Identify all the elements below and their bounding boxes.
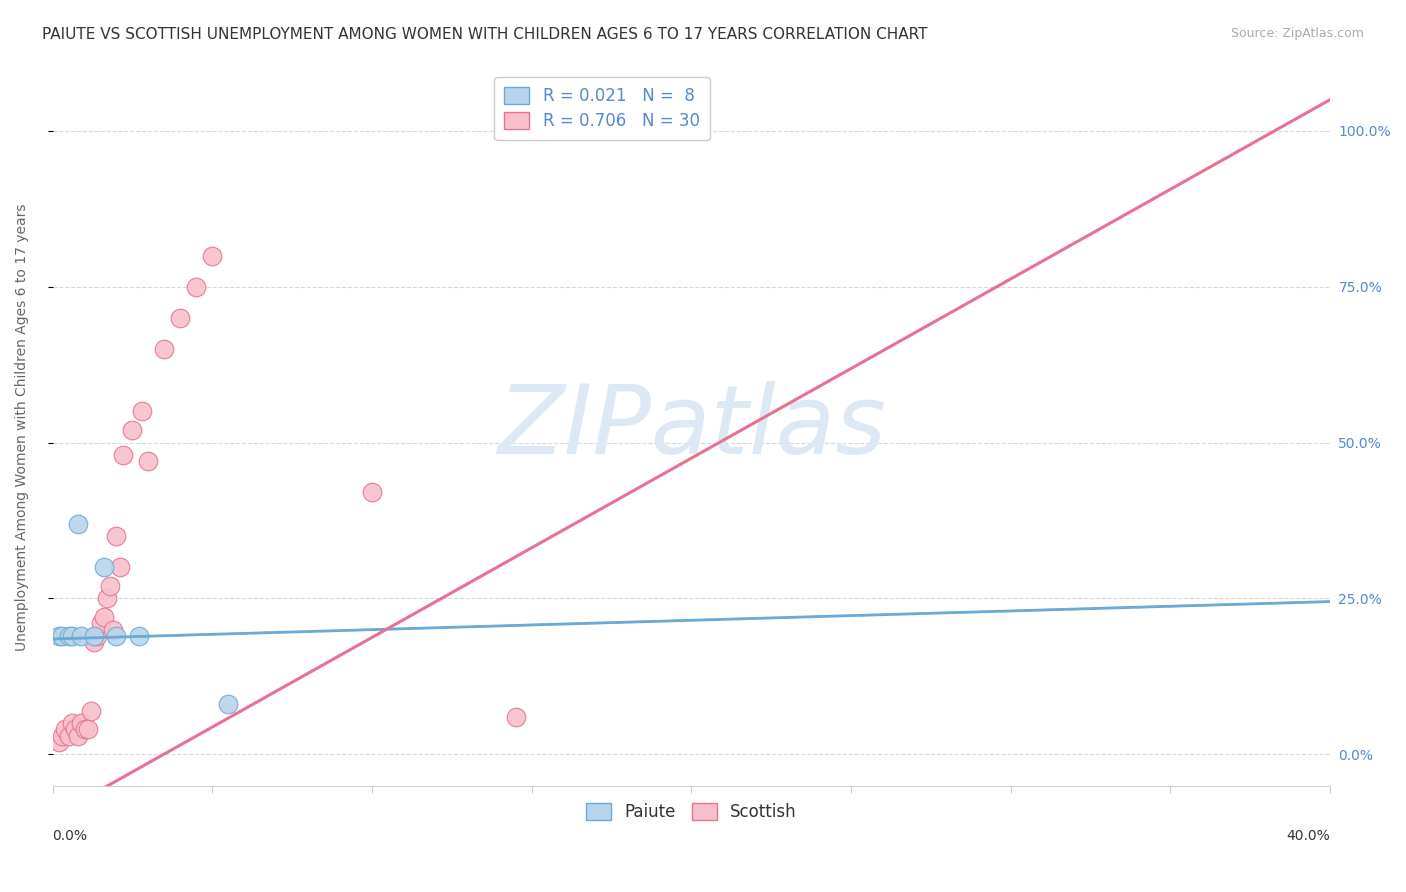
- Point: [60, 629, 83, 643]
- Text: ZIPatlas: ZIPatlas: [496, 381, 886, 474]
- Point: [105, 629, 128, 643]
- Point: [55, 723, 77, 737]
- Point: [93, 560, 115, 574]
- Point: [105, 529, 128, 543]
- Point: [70, 629, 93, 643]
- Point: [111, 448, 134, 462]
- Point: [131, 404, 153, 418]
- Point: [58, 629, 80, 643]
- Point: [83, 635, 105, 649]
- Point: [121, 423, 143, 437]
- Point: [80, 704, 103, 718]
- Point: [48, 735, 70, 749]
- Point: [103, 623, 125, 637]
- Point: [76, 723, 98, 737]
- Point: [186, 279, 208, 293]
- Text: PAIUTE VS SCOTTISH UNEMPLOYMENT AMONG WOMEN WITH CHILDREN AGES 6 TO 17 YEARS COR: PAIUTE VS SCOTTISH UNEMPLOYMENT AMONG WO…: [42, 27, 928, 42]
- Point: [67, 516, 90, 531]
- Point: [86, 629, 108, 643]
- Point: [58, 729, 80, 743]
- Point: [70, 716, 93, 731]
- Y-axis label: Unemployment Among Women with Children Ages 6 to 17 years: Unemployment Among Women with Children A…: [15, 203, 30, 651]
- Point: [361, 485, 384, 500]
- Legend: Paiute, Scottish: Paiute, Scottish: [579, 796, 804, 828]
- Point: [217, 698, 239, 712]
- Point: [63, 723, 86, 737]
- Text: 40.0%: 40.0%: [1286, 830, 1330, 843]
- Text: 0.0%: 0.0%: [52, 830, 87, 843]
- Point: [73, 723, 96, 737]
- Point: [89, 616, 111, 631]
- Point: [96, 591, 118, 606]
- Point: [505, 710, 527, 724]
- Point: [67, 729, 90, 743]
- Point: [51, 729, 73, 743]
- Point: [51, 629, 73, 643]
- Point: [201, 249, 224, 263]
- Point: [138, 454, 160, 468]
- Point: [98, 579, 121, 593]
- Point: [93, 610, 115, 624]
- Point: [83, 629, 105, 643]
- Point: [153, 342, 176, 356]
- Point: [169, 310, 191, 325]
- Point: [60, 716, 83, 731]
- Point: [128, 629, 150, 643]
- Point: [108, 560, 131, 574]
- Point: [48, 629, 70, 643]
- Text: Source: ZipAtlas.com: Source: ZipAtlas.com: [1230, 27, 1364, 40]
